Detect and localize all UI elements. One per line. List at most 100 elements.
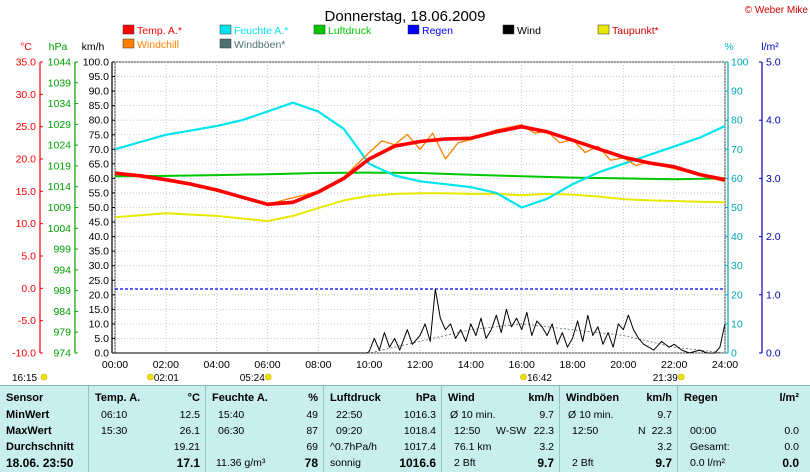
sun-icon bbox=[264, 373, 272, 381]
axes: 35.0 30.0 25.0 20.0 15.0 10.0 5.0 0.0 -5.0 -10.0 1… bbox=[12, 57, 781, 360]
pressure-current: 1016.6 bbox=[399, 456, 436, 470]
rain-unit: l/m² bbox=[779, 392, 799, 404]
humidity-tick-label: 0 bbox=[731, 348, 737, 360]
pressure-max-value: 1018.4 bbox=[403, 425, 436, 437]
humidity-tick-label: 60 bbox=[731, 173, 743, 185]
wind-avg-label: Ø 10 min. bbox=[450, 409, 496, 421]
speed-tick-label: 35.0 bbox=[89, 246, 110, 258]
legend-swatch bbox=[313, 24, 326, 35]
gusts-max-value: 22.3 bbox=[651, 425, 672, 437]
humidity-tick-label: 10 bbox=[731, 318, 743, 330]
legend-swatch bbox=[219, 24, 232, 35]
wind-avg-day: 3.2 bbox=[539, 441, 554, 453]
pressure-tick-label: 974 bbox=[53, 348, 71, 360]
sun-icon bbox=[677, 373, 685, 381]
legend-label: Taupunkt* bbox=[612, 25, 659, 37]
stats-wind: Wind km/h Ø 10 min. 9.7 12:50 W-SW 22.3 … bbox=[441, 386, 560, 472]
wind-beaufort: 2 Bft bbox=[454, 457, 476, 469]
current-datetime: 18.06. 23:50 bbox=[6, 456, 74, 470]
rain-current: 0.0 bbox=[782, 456, 799, 470]
speed-tick-label: 15.0 bbox=[89, 304, 110, 316]
series-line-taupunkt bbox=[114, 192, 726, 223]
gusts-header: Windböen bbox=[566, 392, 620, 404]
row-label-min: MinWert bbox=[6, 409, 50, 421]
legend-swatch bbox=[502, 24, 515, 35]
pressure-tick-label: 999 bbox=[53, 244, 71, 256]
temp-tick-label: -10.0 bbox=[12, 348, 36, 360]
speed-tick-label: 45.0 bbox=[89, 217, 110, 229]
wind-distance: 76.1 km bbox=[454, 441, 492, 453]
temp-tick-label: 10.0 bbox=[16, 218, 37, 230]
copyright-text: © Weber Mike bbox=[745, 5, 809, 16]
pressure-axis-unit: hPa bbox=[49, 41, 68, 53]
speed-tick-label: 40.0 bbox=[89, 231, 110, 243]
temp-current: 17.1 bbox=[176, 456, 200, 470]
speed-tick-label: 80.0 bbox=[89, 115, 110, 127]
series-line-temp-a bbox=[114, 124, 726, 207]
rain-total-label: Gesamt: bbox=[690, 441, 730, 453]
temp-unit: °C bbox=[187, 392, 200, 404]
humidity-tick-label: 50 bbox=[731, 202, 743, 214]
speed-tick-label: 20.0 bbox=[89, 289, 110, 301]
pressure-tick-label: 1039 bbox=[48, 77, 72, 89]
weather-chart: Donnerstag, 18.06.2009 © Weber Mike °C h… bbox=[12, 5, 809, 384]
humidity-axis-unit: % bbox=[724, 41, 733, 53]
temp-min-time: 06:10 bbox=[101, 409, 128, 421]
wind-max-direction: W-SW bbox=[496, 425, 527, 437]
row-label-avg: Durchschnitt bbox=[6, 441, 74, 453]
speed-tick-label: 10.0 bbox=[89, 318, 110, 330]
pressure-tick-label: 1029 bbox=[48, 119, 72, 131]
x-tick-label: 02:00 bbox=[153, 359, 179, 371]
stats-rain: Regen l/m² 00:00 0.0 Gesamt: 0.0 0.0 l/m… bbox=[677, 386, 810, 472]
wind-header: Wind bbox=[448, 392, 475, 404]
speed-tick-label: 75.0 bbox=[89, 129, 110, 141]
speed-tick-label: 100.0 bbox=[83, 57, 109, 69]
rain-tick-label: 0.0 bbox=[766, 348, 781, 360]
pressure-tick-label: 1004 bbox=[48, 223, 72, 235]
humidity-tick-label: 90 bbox=[731, 86, 743, 98]
x-tick-label: 00:00 bbox=[102, 359, 128, 371]
series-line-luftdruck bbox=[114, 171, 726, 181]
speed-tick-label: 60.0 bbox=[89, 173, 110, 185]
legend-label: Windchill bbox=[137, 39, 179, 51]
speed-tick-label: 70.0 bbox=[89, 144, 110, 156]
humidity-tick-label: 70 bbox=[731, 144, 743, 156]
temp-max-time: 15:30 bbox=[101, 425, 128, 437]
temp-header: Temp. A. bbox=[95, 392, 141, 404]
gusts-current: 9.7 bbox=[655, 456, 672, 470]
pressure-tick-label: 994 bbox=[53, 264, 71, 276]
speed-tick-label: 95.0 bbox=[89, 71, 110, 83]
x-tick-label: 14:00 bbox=[458, 359, 484, 371]
speed-tick-label: 90.0 bbox=[89, 86, 110, 98]
speed-tick-label: 65.0 bbox=[89, 158, 110, 170]
gusts-beaufort: 2 Bft bbox=[572, 457, 594, 469]
rain-max-time: 00:00 bbox=[690, 425, 717, 437]
plot-area bbox=[114, 61, 726, 354]
temp-axis-unit: °C bbox=[20, 41, 32, 53]
sensor-header: Sensor bbox=[6, 392, 44, 404]
gusts-unit: km/h bbox=[646, 392, 672, 404]
pressure-tick-label: 1044 bbox=[48, 57, 72, 69]
sun-event-time: 05:24 bbox=[240, 373, 265, 384]
temp-min-value: 12.5 bbox=[179, 409, 200, 421]
legend-label: Wind bbox=[517, 25, 541, 37]
legend-swatch bbox=[597, 24, 610, 35]
x-tick-label: 16:00 bbox=[509, 359, 535, 371]
temp-tick-label: 20.0 bbox=[16, 154, 37, 166]
rain-tick-label: 2.0 bbox=[766, 231, 781, 243]
pressure-tick-label: 989 bbox=[53, 285, 71, 297]
temp-tick-label: 25.0 bbox=[16, 121, 37, 133]
series-line-feuchte-a bbox=[114, 101, 726, 209]
wind-max-time: 12:50 bbox=[454, 425, 481, 437]
pressure-tick-label: 1034 bbox=[48, 98, 72, 110]
humidity-min-time: 15:40 bbox=[218, 409, 245, 421]
pressure-tick-label: 979 bbox=[53, 327, 71, 339]
legend-label: Luftdruck bbox=[328, 25, 372, 37]
rain-tick-label: 1.0 bbox=[766, 289, 781, 301]
statistics-panel: Sensor MinWert MaxWert Durchschnitt 18.0… bbox=[0, 385, 810, 472]
speed-tick-label: 30.0 bbox=[89, 260, 110, 272]
wind-current: 9.7 bbox=[537, 456, 554, 470]
humidity-tick-label: 100 bbox=[731, 57, 749, 69]
pressure-avg-value: 1017.4 bbox=[403, 441, 436, 453]
legend: Temp. A.* Feuchte A.* Luftdruck Regen Wind Ta… bbox=[122, 24, 659, 51]
